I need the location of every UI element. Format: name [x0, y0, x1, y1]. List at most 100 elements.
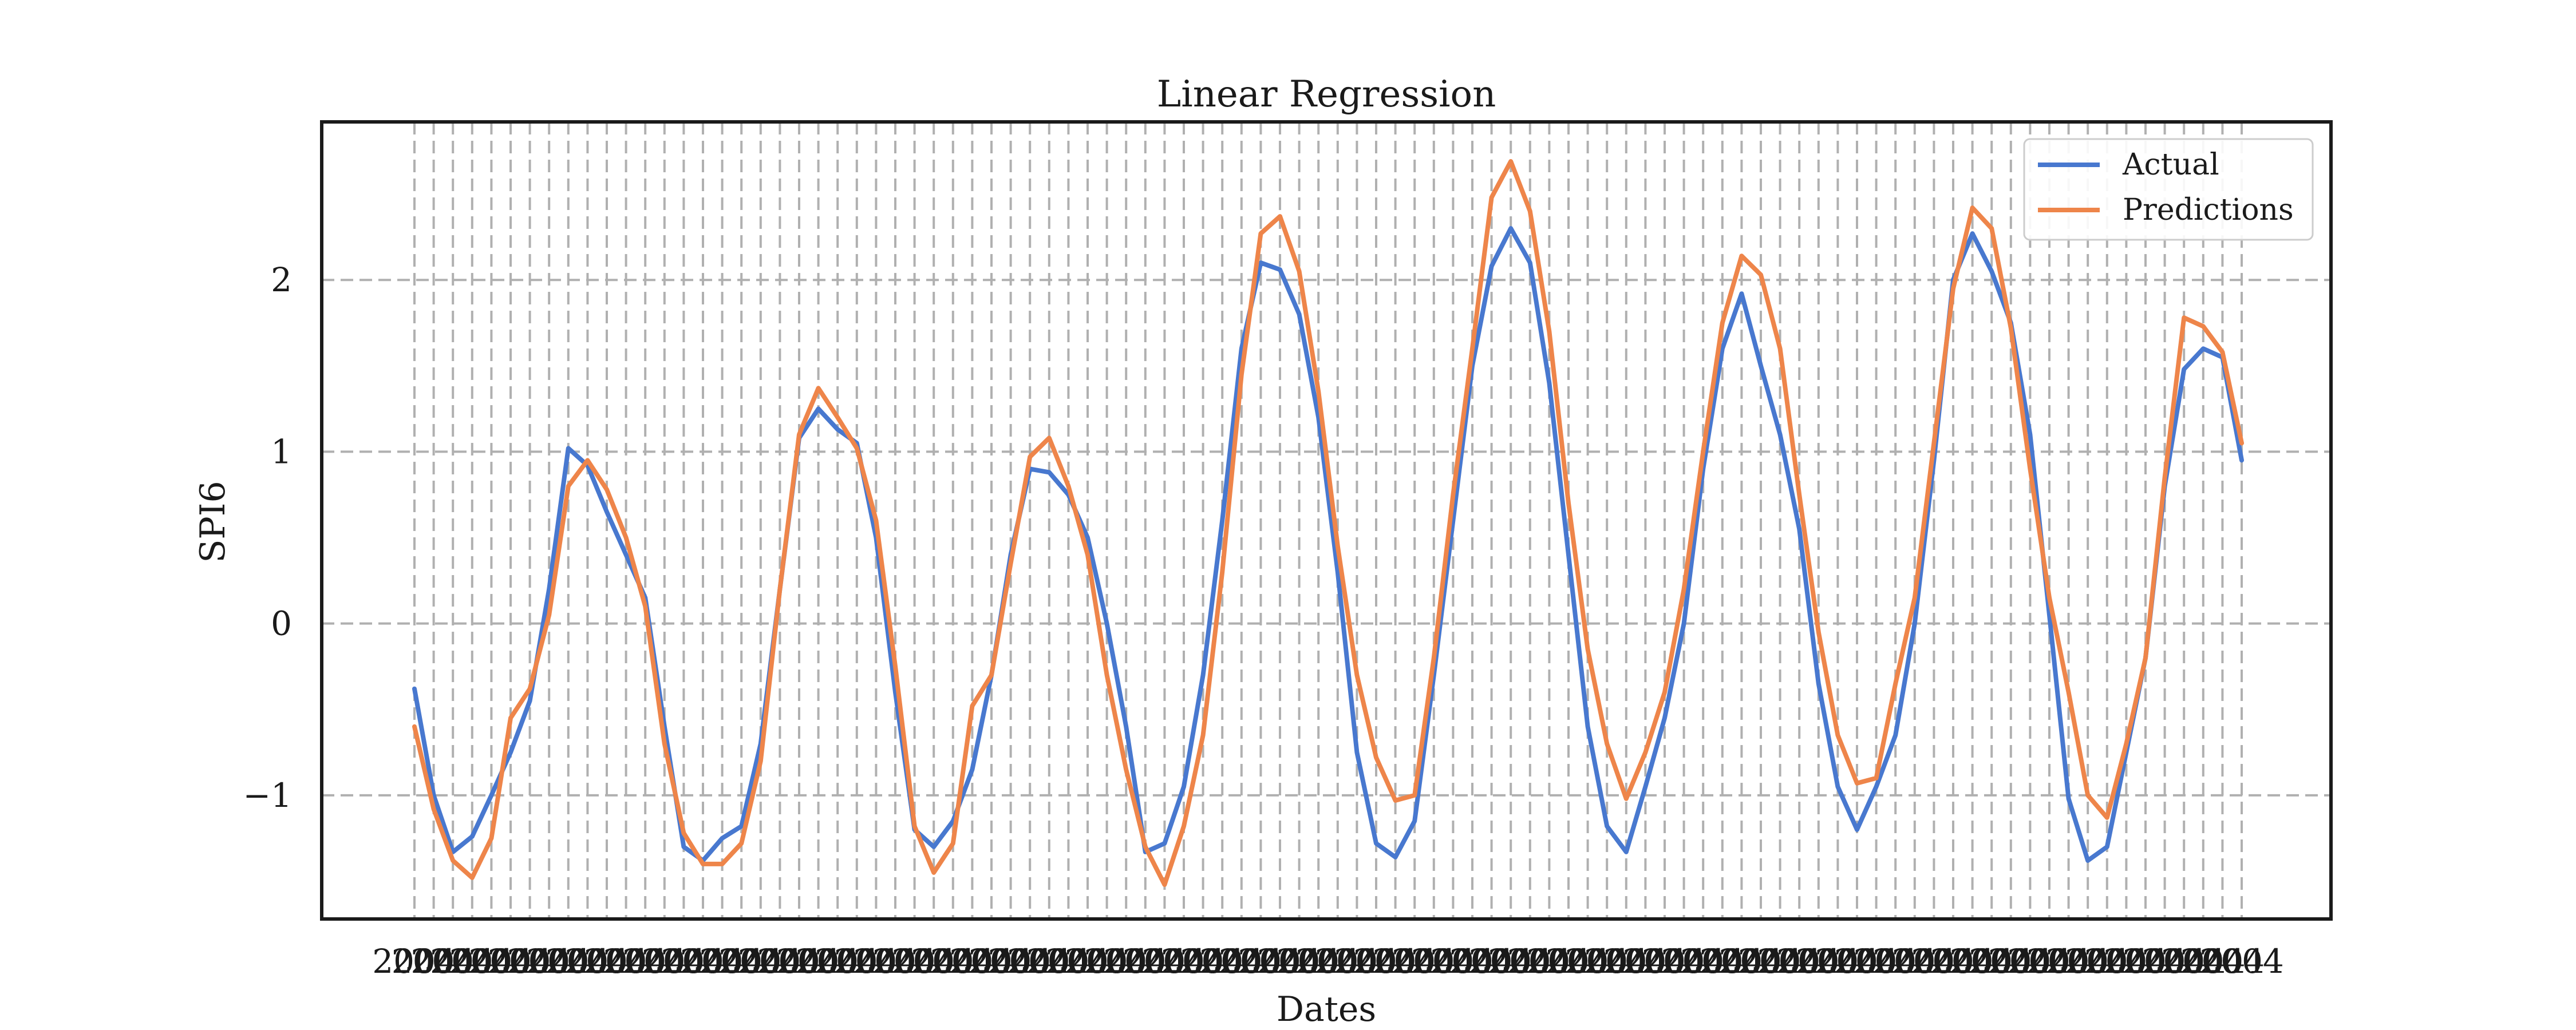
data-point-predictions	[2241, 442, 2243, 445]
x-tick-label: 2004	[2103, 942, 2188, 981]
x-tick-label: 2004	[795, 942, 880, 981]
x-tick-label: 2004	[603, 942, 688, 981]
data-point-predictions	[1913, 596, 1916, 599]
x-tick-label: 2004	[1238, 942, 1322, 981]
data-point-actual	[1625, 850, 1627, 853]
data-point-predictions	[1317, 390, 1320, 393]
data-point-actual	[509, 751, 512, 754]
data-point-predictions	[2029, 468, 2032, 470]
data-point-predictions	[1836, 734, 1839, 736]
data-point-actual	[1740, 292, 1743, 295]
x-axis-label: Dates	[1277, 989, 1376, 1029]
data-point-predictions	[471, 876, 473, 879]
data-point-predictions	[971, 704, 974, 707]
data-point-predictions	[1817, 631, 1820, 633]
data-point-predictions	[2144, 656, 2147, 659]
data-point-actual	[471, 835, 473, 838]
data-point-predictions	[1356, 674, 1358, 676]
data-point-predictions	[875, 519, 878, 522]
data-point-actual	[1528, 262, 1531, 264]
data-point-actual	[1990, 270, 1993, 273]
data-point-actual	[1894, 734, 1897, 736]
legend-label-predictions: Predictions	[2123, 193, 2294, 227]
data-point-predictions	[2087, 794, 2089, 797]
data-point-predictions	[432, 807, 435, 810]
data-point-predictions	[1625, 797, 1627, 800]
data-point-predictions	[951, 842, 954, 845]
x-tick-label: 2004	[718, 942, 803, 981]
data-point-predictions	[548, 613, 551, 616]
data-point-predictions	[855, 447, 858, 450]
x-tick-label: 2004	[815, 942, 899, 981]
data-point-actual	[1971, 232, 1974, 235]
x-tick-label: 2004	[526, 942, 611, 981]
data-point-predictions	[1009, 562, 1012, 565]
x-tick-label: 2004	[1007, 942, 1092, 981]
x-tick-label: 2004	[2007, 942, 2092, 981]
data-point-predictions	[1471, 347, 1473, 350]
x-tick-label: 2004	[949, 942, 1034, 981]
x-tick-label: 2004	[853, 942, 938, 981]
x-tick-label: 2004	[1161, 942, 1246, 981]
data-point-actual	[1279, 268, 1281, 271]
data-point-predictions	[1798, 493, 1801, 496]
data-point-actual	[1721, 347, 1724, 350]
data-point-predictions	[1490, 196, 1493, 199]
data-point-predictions	[528, 687, 531, 690]
data-point-actual	[1682, 622, 1685, 625]
data-point-actual	[2202, 347, 2204, 350]
x-tick-label: 2004	[1796, 942, 1880, 981]
data-point-predictions	[759, 759, 762, 762]
data-point-actual	[413, 687, 416, 690]
data-point-predictions	[1528, 210, 1531, 213]
x-tick-label: 2004	[1430, 942, 1515, 981]
data-point-predictions	[606, 488, 608, 491]
series-line-predictions	[412, 159, 2244, 887]
x-tick-label: 2004	[1872, 942, 1957, 981]
data-point-predictions	[682, 831, 685, 834]
vertical-grid	[413, 122, 2243, 919]
data-point-predictions	[1702, 450, 1705, 453]
data-point-predictions	[2163, 476, 2166, 479]
data-point-predictions	[452, 859, 455, 862]
x-tick-label: 2004	[1141, 942, 1226, 981]
x-tick-label: 2004	[546, 942, 630, 981]
data-point-predictions	[1452, 493, 1455, 496]
data-point-actual	[1760, 365, 1762, 367]
data-point-predictions	[1971, 207, 1974, 209]
data-point-predictions	[1779, 347, 1781, 350]
x-tick-label: 2004	[1622, 942, 1707, 981]
x-tick-label: 2004	[1026, 942, 1111, 981]
data-point-actual	[1221, 519, 1224, 522]
data-point-predictions	[2009, 327, 2012, 330]
data-point-predictions	[1644, 751, 1647, 754]
x-tick-label: 2004	[468, 942, 553, 981]
data-point-actual	[1798, 528, 1801, 530]
x-tick-label: 2004	[392, 942, 476, 981]
x-tick-label: 2004	[1103, 942, 1188, 981]
data-point-predictions	[625, 536, 627, 539]
x-tick-label: 2004	[1065, 942, 1149, 981]
x-tick-label: 2004	[1738, 942, 1823, 981]
data-point-predictions	[644, 605, 647, 608]
data-point-actual	[2087, 859, 2089, 862]
x-tick-label: 2004	[1526, 942, 1611, 981]
x-tick-label: 2004	[1449, 942, 1534, 981]
data-point-actual	[836, 428, 839, 431]
x-tick-label: 2004	[2199, 942, 2284, 981]
data-point-predictions	[1933, 442, 1935, 445]
x-tick-label: 2004	[891, 942, 976, 981]
x-tick-label: 2004	[987, 942, 1072, 981]
data-point-actual	[1567, 553, 1570, 556]
data-point-predictions	[2183, 316, 2186, 319]
data-point-actual	[1913, 622, 1916, 625]
data-point-actual	[1240, 347, 1243, 350]
data-point-predictions	[1432, 656, 1435, 659]
data-point-predictions	[663, 742, 666, 745]
data-point-predictions	[1394, 799, 1397, 802]
data-point-actual	[490, 794, 493, 797]
x-tick-label: 2004	[1680, 942, 1765, 981]
x-tick-label: 2004	[1353, 942, 1438, 981]
data-point-predictions	[413, 725, 416, 728]
data-point-predictions	[721, 862, 724, 865]
